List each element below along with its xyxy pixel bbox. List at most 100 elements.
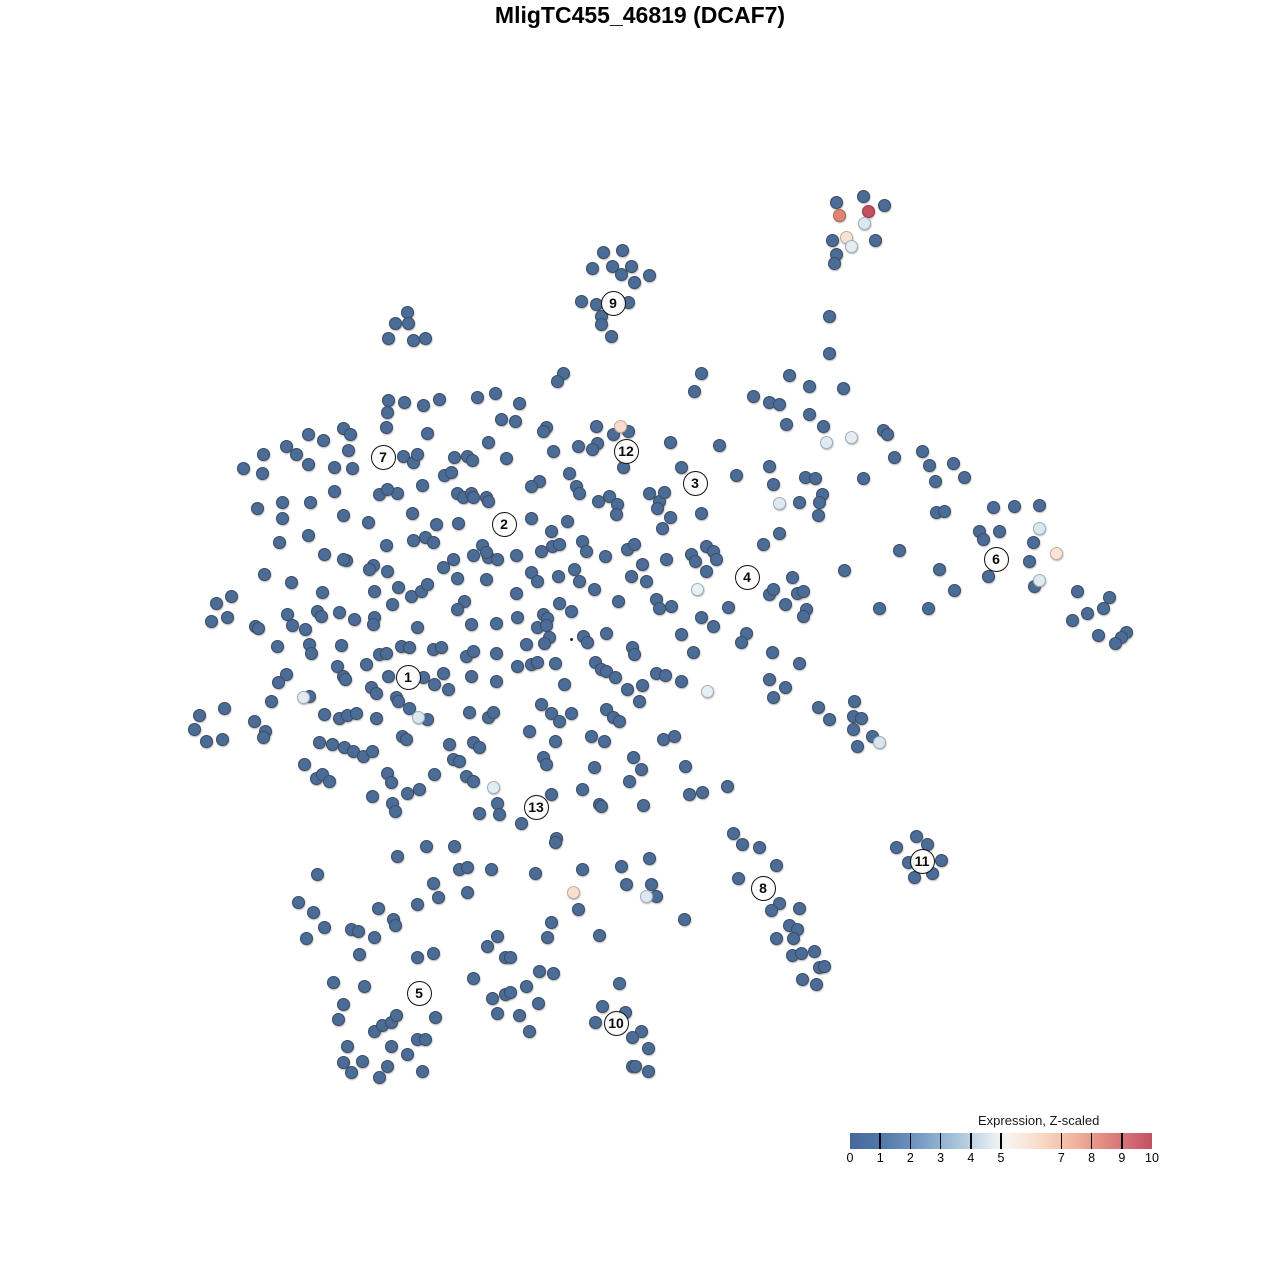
data-point xyxy=(317,547,331,561)
data-point xyxy=(772,397,786,411)
data-point xyxy=(641,1064,655,1078)
data-point xyxy=(396,449,410,463)
data-point xyxy=(532,964,546,978)
data-point xyxy=(674,627,688,641)
data-point xyxy=(544,915,558,929)
data-point xyxy=(289,447,303,461)
data-point xyxy=(279,439,293,453)
data-point xyxy=(466,774,480,788)
data-point xyxy=(811,700,825,714)
data-point xyxy=(503,985,517,999)
data-point xyxy=(531,996,545,1010)
data-point xyxy=(426,535,440,549)
colorbar-tick xyxy=(909,1133,912,1149)
data-point xyxy=(512,1008,526,1022)
data-point xyxy=(575,862,589,876)
colorbar-tick-label: 8 xyxy=(1088,1151,1096,1165)
data-point xyxy=(410,447,424,461)
data-point xyxy=(887,450,901,464)
data-point xyxy=(584,729,598,743)
data-point xyxy=(872,735,886,749)
data-point xyxy=(566,885,580,899)
data-point xyxy=(769,931,783,945)
data-point xyxy=(752,840,766,854)
data-point xyxy=(470,390,484,404)
colorbar-tick-label: 10 xyxy=(1145,1151,1159,1165)
data-point xyxy=(892,543,906,557)
colorbar-tick-label: 2 xyxy=(906,1151,914,1165)
data-point xyxy=(343,427,357,441)
data-point xyxy=(330,659,344,673)
data-point xyxy=(552,714,566,728)
data-point xyxy=(595,999,609,1013)
data-point xyxy=(827,256,841,270)
data-point xyxy=(436,560,450,574)
tiny-mark xyxy=(569,637,573,641)
data-point xyxy=(846,722,860,736)
data-point xyxy=(391,694,405,708)
data-point xyxy=(301,427,315,441)
data-point xyxy=(587,760,601,774)
data-point xyxy=(844,430,858,444)
data-point xyxy=(322,774,336,788)
data-point xyxy=(528,866,542,880)
data-point xyxy=(315,585,329,599)
cluster-label-3: 3 xyxy=(682,470,708,496)
data-point xyxy=(539,618,553,632)
data-point xyxy=(452,754,466,768)
data-point xyxy=(688,554,702,568)
data-point xyxy=(1065,613,1079,627)
data-point xyxy=(275,511,289,525)
data-point xyxy=(310,867,324,881)
data-point xyxy=(385,597,399,611)
data-point xyxy=(594,799,608,813)
data-point xyxy=(416,398,430,412)
data-point xyxy=(1026,535,1040,549)
data-point xyxy=(548,835,562,849)
data-point xyxy=(615,243,629,257)
data-point xyxy=(854,711,868,725)
data-point xyxy=(587,582,601,596)
data-point xyxy=(729,468,743,482)
data-point xyxy=(832,208,846,222)
data-point xyxy=(981,569,995,583)
data-point xyxy=(536,424,550,438)
colorbar-tick-label: 0 xyxy=(846,1151,854,1165)
data-point xyxy=(428,1010,442,1024)
data-point xyxy=(388,804,402,818)
data-point xyxy=(490,1006,504,1020)
data-point xyxy=(599,626,613,640)
data-point xyxy=(479,572,493,586)
data-point xyxy=(341,443,355,457)
data-point xyxy=(807,944,821,958)
data-point xyxy=(976,532,990,546)
data-point xyxy=(624,569,638,583)
data-point xyxy=(301,528,315,542)
data-point xyxy=(585,261,599,275)
data-point xyxy=(291,895,305,909)
data-point xyxy=(296,690,310,704)
data-point xyxy=(762,672,776,686)
data-point xyxy=(372,1070,386,1084)
data-point xyxy=(699,564,713,578)
data-point xyxy=(627,647,641,661)
data-point xyxy=(509,586,523,600)
data-point xyxy=(572,486,586,500)
data-point xyxy=(442,737,456,751)
data-point xyxy=(657,485,671,499)
data-point xyxy=(411,710,425,724)
data-point xyxy=(690,582,704,596)
data-point xyxy=(204,614,218,628)
data-point xyxy=(564,706,578,720)
data-point xyxy=(462,705,476,719)
data-point xyxy=(447,839,461,853)
data-point xyxy=(850,739,864,753)
data-point xyxy=(829,195,843,209)
data-point xyxy=(947,583,961,597)
data-point xyxy=(792,656,806,670)
data-point xyxy=(464,669,478,683)
data-point xyxy=(580,635,594,649)
data-point xyxy=(410,897,424,911)
data-point xyxy=(460,860,474,874)
